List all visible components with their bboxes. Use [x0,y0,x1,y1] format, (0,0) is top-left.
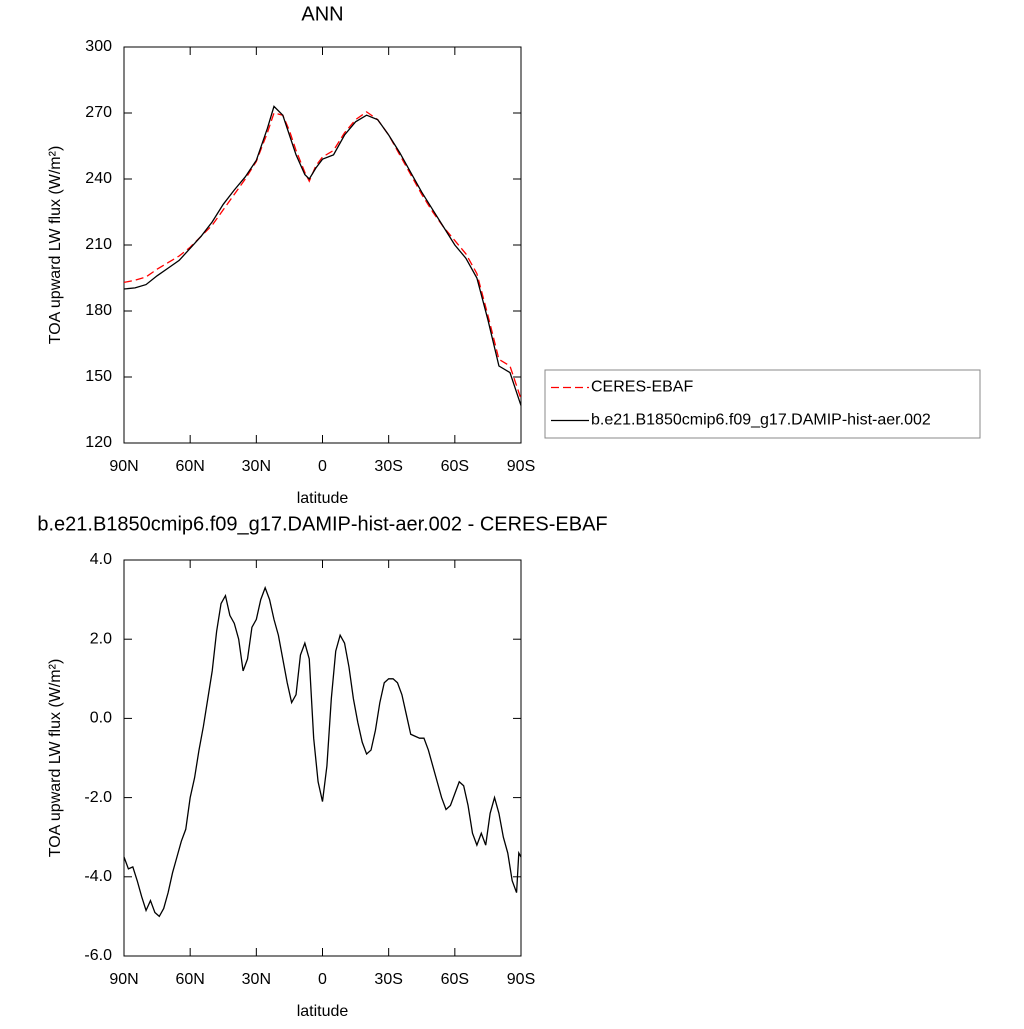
x-tick-label: 0 [318,971,327,988]
x-tick-label: 60S [441,971,469,988]
x-tick-label: 60S [441,458,469,475]
plot-frame [123,559,522,957]
series-line [123,105,522,406]
legend-label: b.e21.B1850cmip6.f09_g17.DAMIP-hist-aer.… [591,412,931,429]
legend-label: CERES-EBAF [591,379,693,396]
x-tick-label: 90N [109,971,138,988]
chart-title: b.e21.B1850cmip6.f09_g17.DAMIP-hist-aer.… [37,513,607,535]
x-tick-label: 60N [175,971,204,988]
y-tick-label: 210 [85,236,112,253]
y-tick-label: -2.0 [84,789,112,806]
x-tick-label: 90N [109,458,138,475]
plot-frame [123,46,522,444]
y-tick-label: 4.0 [90,551,112,568]
legend-box [544,369,981,439]
x-tick-label: 90S [507,458,535,475]
y-tick-label: 300 [85,38,112,55]
y-tick-label: -4.0 [84,868,112,885]
y-axis-label: TOA upward LW flux (W/m²) [47,659,64,858]
y-axis-label: TOA upward LW flux (W/m²) [47,146,64,345]
x-tick-label: 0 [318,458,327,475]
y-tick-label: 180 [85,302,112,319]
y-tick-label: 120 [85,434,112,451]
y-tick-label: -6.0 [84,947,112,964]
y-tick-label: 2.0 [90,630,112,647]
x-tick-label: 30N [242,971,271,988]
x-tick-label: 90S [507,971,535,988]
x-axis-label: latitude [297,490,349,507]
y-tick-label: 0.0 [90,710,112,727]
y-tick-label: 150 [85,368,112,385]
series-line [123,585,522,918]
x-tick-label: 30N [242,458,271,475]
x-tick-label: 30S [374,971,402,988]
y-tick-label: 270 [85,104,112,121]
y-tick-label: 240 [85,170,112,187]
x-tick-label: 60N [175,458,204,475]
x-tick-label: 30S [374,458,402,475]
x-axis-label: latitude [297,1003,349,1020]
chart-title: ANN [301,3,343,25]
